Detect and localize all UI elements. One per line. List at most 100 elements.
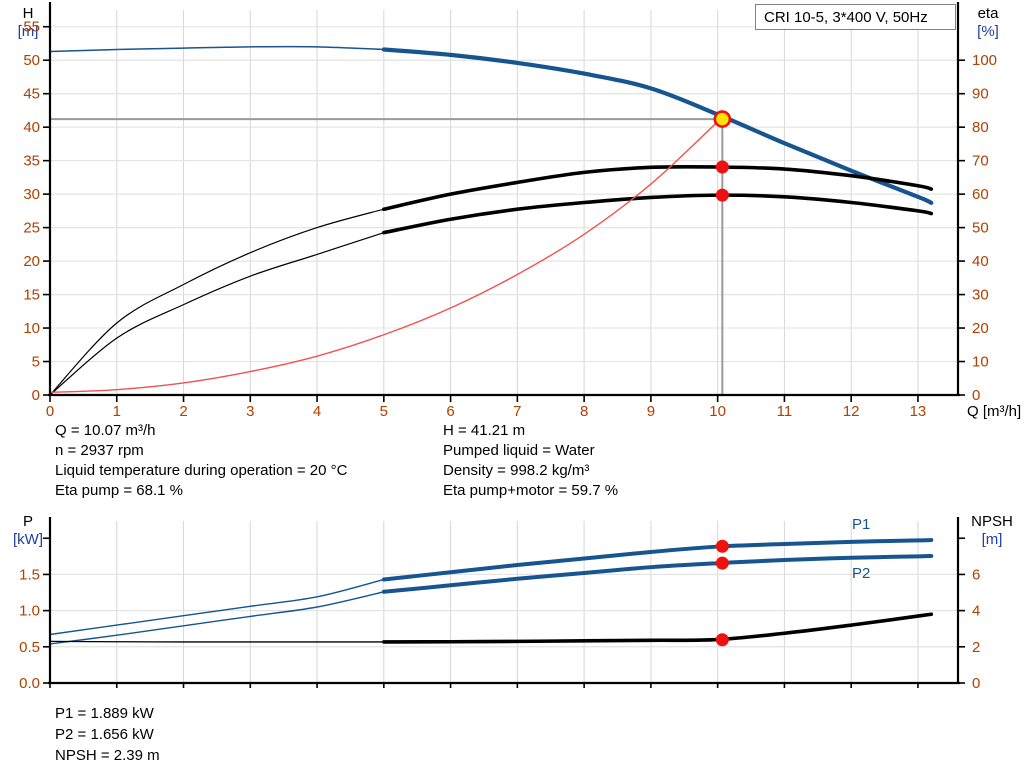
q-tick-label: 1 — [113, 403, 121, 420]
eta-tick-label: 90 — [972, 86, 989, 103]
h-tick-label: 55 — [23, 19, 40, 36]
legend-label: CRI 10-5, 3*400 V, 50Hz — [764, 9, 928, 26]
left-axis-unit: [m] — [18, 23, 39, 40]
lower-axis-labels: P1 P2 P[kW] NPSH[m] 0.0 0.5 1.0 1.5 0 2 4 6 — [13, 513, 1013, 692]
head-curve-thick — [381, 47, 934, 205]
info-pumped-liquid: Pumped liquid = Water — [443, 442, 595, 459]
npsh-tick-label: 6 — [972, 566, 980, 583]
h-tick-label: 5 — [32, 354, 40, 371]
lower-gridlines — [50, 521, 958, 683]
p-axis-unit: [kW] — [13, 531, 43, 548]
npsh-axis-unit: [m] — [982, 531, 1003, 548]
info-p1: P1 = 1.889 kW — [55, 705, 154, 722]
npsh-curve-thick — [382, 612, 934, 644]
eta-tick-label: 0 — [972, 387, 980, 404]
eta-tick-label: 40 — [972, 253, 989, 270]
p1-curve-thin — [49, 578, 385, 636]
q-tick-label: 12 — [843, 403, 860, 420]
left-axis-title: H — [23, 5, 34, 22]
info-h: H = 41.21 m — [443, 422, 526, 439]
p2-curve-thin — [49, 591, 385, 645]
q-tick-label: 0 — [46, 403, 54, 420]
power-npsh-chart: P1 P2 P[kW] NPSH[m] 0.0 0.5 1.0 1.5 0 2 4 6 — [13, 513, 1013, 692]
q-tick-label: 7 — [513, 403, 521, 420]
q-tick-label: 4 — [313, 403, 321, 420]
head-curve-thin — [49, 45, 385, 53]
npsh-tick-label: 0 — [972, 675, 980, 692]
q-tick-label: 10 — [709, 403, 726, 420]
eta-tick-label: 80 — [972, 119, 989, 136]
h-tick-label: 45 — [23, 86, 40, 103]
eta-pump-motor-curve-thick — [382, 193, 934, 235]
p1-curve-label: P1 — [852, 516, 870, 533]
npsh-curve-thin — [49, 640, 385, 643]
upper-curves — [49, 45, 934, 396]
h-tick-label: 15 — [23, 287, 40, 304]
eta-tick-label: 20 — [972, 320, 989, 337]
h-tick-label: 50 — [23, 52, 40, 69]
info-eta-pump-motor: Eta pump+motor = 59.7 % — [443, 482, 619, 499]
info-left-column: Q = 10.07 m³/h n = 2937 rpm Liquid tempe… — [55, 421, 445, 501]
q-tick-label: 13 — [910, 403, 927, 420]
q-tick-label: 5 — [380, 403, 388, 420]
right-axis-unit: [%] — [977, 23, 999, 40]
info-n: n = 2937 rpm — [55, 442, 144, 459]
eta-pump-motor-curve-thin — [49, 232, 385, 396]
p-tick-label: 0.0 — [19, 675, 40, 692]
legend-box: CRI 10-5, 3*400 V, 50Hz — [755, 4, 956, 30]
info-right-column: H = 41.21 m Pumped liquid = Water Densit… — [443, 421, 843, 501]
info-npsh: NPSH = 2.39 m — [55, 747, 160, 764]
p-axis-title: P — [23, 513, 33, 530]
npsh-tick-label: 4 — [972, 603, 980, 620]
eta-pump-motor-marker — [715, 188, 729, 202]
q-tick-label: 8 — [580, 403, 588, 420]
eta-tick-label: 10 — [972, 354, 989, 371]
p2-curve-thick — [381, 553, 934, 594]
eta-tick-label: 30 — [972, 287, 989, 304]
info-bottom-column: P1 = 1.889 kW P2 = 1.656 kW NPSH = 2.39 … — [55, 703, 455, 766]
h-tick-label: 20 — [23, 253, 40, 270]
eta-tick-label: 60 — [972, 186, 989, 203]
head-efficiency-chart: H[m]eta[%]051015202530354045505501020304… — [18, 2, 1022, 420]
x-axis-title: Q [m³/h] — [967, 403, 1021, 420]
upper-axes — [43, 2, 965, 402]
info-q: Q = 10.07 m³/h — [55, 422, 156, 439]
h-tick-label: 10 — [23, 320, 40, 337]
p2-marker — [715, 556, 729, 570]
h-tick-label: 25 — [23, 220, 40, 237]
right-axis-title: eta — [978, 5, 1000, 22]
system-curve — [49, 115, 725, 394]
eta-tick-label: 50 — [972, 220, 989, 237]
operating-point-marker[interactable] — [713, 110, 732, 128]
upper-gridlines — [50, 10, 958, 395]
h-tick-label: 40 — [23, 119, 40, 136]
q-tick-label: 2 — [179, 403, 187, 420]
eta-pump-curve-thin — [49, 208, 385, 396]
q-tick-label: 6 — [446, 403, 454, 420]
npsh-marker — [715, 633, 729, 647]
eta-pump-marker — [715, 160, 729, 174]
legend-frame — [755, 4, 956, 30]
q-tick-label: 9 — [647, 403, 655, 420]
p-tick-label: 0.5 — [19, 639, 40, 656]
upper-axis-labels: H[m]eta[%]051015202530354045505501020304… — [18, 5, 1022, 420]
q-tick-label: 3 — [246, 403, 254, 420]
p1-marker — [715, 539, 729, 553]
npsh-axis-title: NPSH — [971, 513, 1013, 530]
eta-tick-label: 70 — [972, 153, 989, 170]
h-tick-label: 30 — [23, 186, 40, 203]
h-tick-label: 35 — [23, 153, 40, 170]
npsh-tick-label: 2 — [972, 639, 980, 656]
lower-axes — [43, 517, 965, 688]
info-liquid-temperature: Liquid temperature during operation = 20… — [55, 462, 348, 479]
info-eta-pump: Eta pump = 68.1 % — [55, 482, 183, 499]
info-p2: P2 = 1.656 kW — [55, 726, 154, 743]
eta-tick-label: 100 — [972, 52, 997, 69]
p-tick-label: 1.5 — [19, 566, 40, 583]
p2-curve-label: P2 — [852, 565, 870, 582]
p-tick-label: 1.0 — [19, 603, 40, 620]
info-density: Density = 998.2 kg/m³ — [443, 462, 590, 479]
q-tick-label: 11 — [777, 403, 793, 420]
h-tick-label: 0 — [32, 387, 40, 404]
